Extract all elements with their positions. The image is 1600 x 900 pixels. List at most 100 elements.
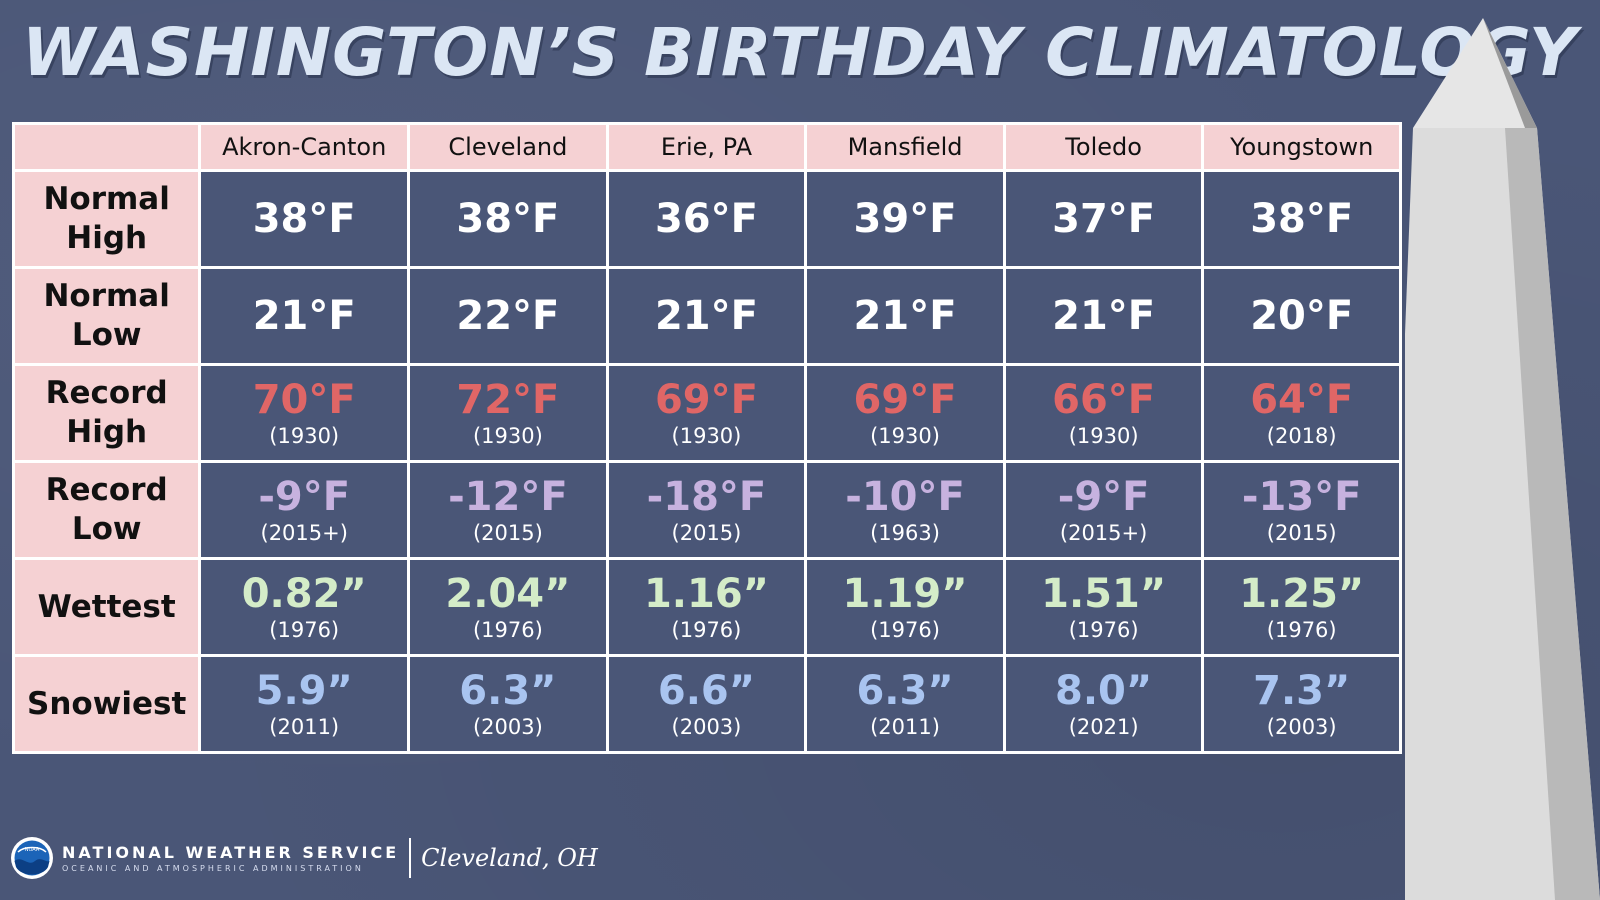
corner-cell xyxy=(11,122,202,172)
row-header-line: Normal xyxy=(43,181,170,217)
cell-value: 1.25” xyxy=(1239,571,1365,617)
cell-year: (1930) xyxy=(269,424,340,448)
row-header-line: High xyxy=(66,414,148,450)
cell-record-low-toledo: -9°F (2015+) xyxy=(1002,460,1205,560)
table-body: Normal High 38°F 38°F 36°F 39°F 37°F 38°F Normal… xyxy=(11,169,1402,754)
column-header-cleveland: Cleveland xyxy=(407,122,609,172)
cell-value: 21°F xyxy=(654,293,758,339)
cell-year: (2003) xyxy=(671,715,742,739)
cell-year: (2003) xyxy=(472,715,543,739)
column-header-mansfield: Mansfield xyxy=(804,122,1006,172)
cell-record-low-cleveland: -12°F (2015) xyxy=(407,460,609,560)
cell-year: (1930) xyxy=(870,424,940,448)
cell-value: 38°F xyxy=(1250,196,1354,242)
cell-record-high-toledo: 66°F (1930) xyxy=(1002,363,1205,463)
cell-value: 6.6” xyxy=(657,668,756,714)
cell-snowiest-cleveland: 6.3” (2003) xyxy=(407,654,609,754)
row-header-wettest: Wettest xyxy=(11,557,202,657)
cell-value: 0.82” xyxy=(241,571,367,617)
cell-normal-low-akron-canton: 21°F xyxy=(198,266,411,366)
cell-value: -13°F xyxy=(1241,474,1362,520)
cell-value: 5.9” xyxy=(255,668,353,714)
cell-year: (2011) xyxy=(269,715,340,739)
cell-value: 21°F xyxy=(1052,293,1156,339)
agency-subtitle: OCEANIC AND ATMOSPHERIC ADMINISTRATION xyxy=(62,864,364,873)
noaa-logo-text: NOAA xyxy=(25,847,40,853)
cell-normal-low-youngstown: 20°F xyxy=(1201,266,1402,366)
cell-year: (1976) xyxy=(472,618,543,642)
cell-value: -9°F xyxy=(1057,474,1150,520)
row-header-line: Wettest xyxy=(37,588,176,625)
cell-value: 6.3” xyxy=(856,668,954,714)
table-row-record-low: Record Low -9°F (2015+) -12°F (2015) -18°F (201… xyxy=(11,460,1402,560)
cell-value: -18°F xyxy=(646,474,767,520)
cell-year: (2015) xyxy=(472,521,543,545)
cell-normal-high-toledo: 37°F xyxy=(1002,169,1205,269)
cell-normal-high-akron-canton: 38°F xyxy=(198,169,411,269)
cell-year: (1976) xyxy=(1266,618,1337,642)
climatology-table: Akron-Canton Cleveland Erie, PA Mansfiel… xyxy=(11,122,1402,754)
cell-value: 6.3” xyxy=(459,668,557,714)
cell-snowiest-mansfield: 6.3” (2011) xyxy=(804,654,1006,754)
cell-wettest-mansfield: 1.19” (1976) xyxy=(804,557,1006,657)
cell-value: 8.0” xyxy=(1055,668,1153,714)
cell-normal-low-mansfield: 21°F xyxy=(804,266,1006,366)
table-row-snowiest: Snowiest 5.9” (2011) 6.3” (2003) 6.6” (2003) 6.… xyxy=(11,654,1402,754)
table-row-normal-high: Normal High 38°F 38°F 36°F 39°F 37°F 38°F xyxy=(11,169,1402,269)
cell-value: 69°F xyxy=(654,377,758,423)
cell-wettest-youngstown: 1.25” (1976) xyxy=(1201,557,1402,657)
cell-record-high-youngstown: 64°F (2018) xyxy=(1201,363,1402,463)
row-header-line: Low xyxy=(71,511,142,547)
cell-value: 37°F xyxy=(1052,196,1156,242)
cell-record-high-cleveland: 72°F (1930) xyxy=(407,363,609,463)
noaa-logo-icon: NOAA xyxy=(11,837,53,879)
cell-normal-low-toledo: 21°F xyxy=(1002,266,1205,366)
cell-year: (1930) xyxy=(1068,424,1139,448)
agency-block: NATIONAL WEATHER SERVICE OCEANIC AND ATM… xyxy=(62,843,399,873)
cell-normal-low-erie: 21°F xyxy=(605,266,808,366)
row-header-record-low: Record Low xyxy=(11,460,202,560)
row-header-normal-low: Normal Low xyxy=(11,266,202,366)
cell-normal-high-youngstown: 38°F xyxy=(1201,169,1402,269)
cell-value: -12°F xyxy=(448,474,568,520)
column-header-toledo: Toledo xyxy=(1002,122,1205,172)
cell-value: 72°F xyxy=(456,377,560,423)
column-header-akron-canton: Akron-Canton xyxy=(198,122,411,172)
header-row: Akron-Canton Cleveland Erie, PA Mansfiel… xyxy=(11,122,1402,172)
cell-year: (2015+) xyxy=(1059,521,1148,545)
footer: NOAA NATIONAL WEATHER SERVICE OCEANIC AN… xyxy=(10,835,598,881)
row-header-normal-high: Normal High xyxy=(11,169,202,269)
cell-value: 66°F xyxy=(1052,377,1156,423)
page-title: WASHINGTON’S BIRTHDAY CLIMATOLOGY xyxy=(22,14,1578,91)
cell-year: (1976) xyxy=(870,618,940,642)
cell-value: 21°F xyxy=(252,293,356,339)
washington-monument-icon xyxy=(1405,18,1600,900)
column-header-erie: Erie, PA xyxy=(605,122,808,172)
cell-value: 39°F xyxy=(853,196,957,242)
cell-record-low-erie: -18°F (2015) xyxy=(605,460,808,560)
row-header-line: Snowiest xyxy=(27,685,187,722)
cell-wettest-erie: 1.16” (1976) xyxy=(605,557,808,657)
cell-value: 1.16” xyxy=(643,571,769,617)
cell-value: 2.04” xyxy=(445,571,571,617)
row-header-line: High xyxy=(66,220,148,256)
cell-year: (2011) xyxy=(870,715,940,739)
cell-year: (1963) xyxy=(870,521,940,545)
cell-value: 22°F xyxy=(456,293,560,339)
cell-snowiest-toledo: 8.0” (2021) xyxy=(1002,654,1205,754)
table-row-normal-low: Normal Low 21°F 22°F 21°F 21°F 21°F 20°F xyxy=(11,266,1402,366)
table-row-wettest: Wettest 0.82” (1976) 2.04” (1976) 1.16” (1976)… xyxy=(11,557,1402,657)
cell-year: (1976) xyxy=(671,618,742,642)
agency-name: NATIONAL WEATHER SERVICE xyxy=(62,843,400,862)
cell-value: 7.3” xyxy=(1253,668,1351,714)
cell-wettest-akron-canton: 0.82” (1976) xyxy=(198,557,411,657)
cell-record-low-akron-canton: -9°F (2015+) xyxy=(198,460,411,560)
cell-year: (2003) xyxy=(1266,715,1337,739)
cell-record-low-mansfield: -10°F (1963) xyxy=(804,460,1006,560)
cell-year: (2021) xyxy=(1068,715,1139,739)
cell-year: (2015) xyxy=(1266,521,1337,545)
cell-year: (2015+) xyxy=(260,521,348,545)
cell-record-high-akron-canton: 70°F (1930) xyxy=(198,363,411,463)
column-header-youngstown: Youngstown xyxy=(1201,122,1402,172)
cell-value: 36°F xyxy=(654,196,758,242)
